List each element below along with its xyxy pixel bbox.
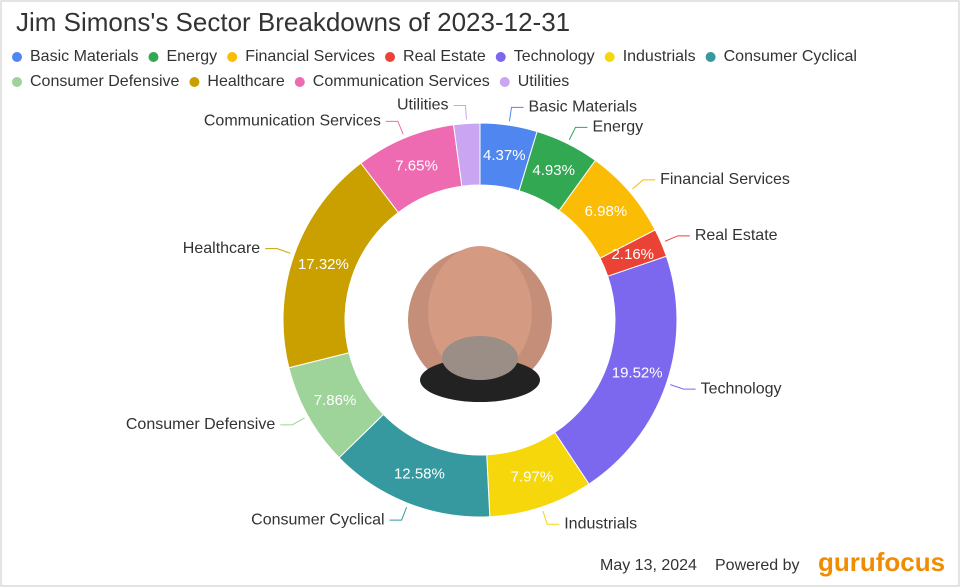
legend-swatch xyxy=(189,77,200,87)
legend-item: Healthcare xyxy=(189,73,285,90)
leader-line xyxy=(508,106,524,122)
legend-label: Utilities xyxy=(518,73,570,90)
legend-label: Consumer Defensive xyxy=(30,73,180,90)
data-label: 2.16% xyxy=(611,246,654,263)
legend-swatch xyxy=(148,52,159,62)
leader-line xyxy=(670,384,696,390)
legend-item: Basic Materials xyxy=(12,48,138,65)
legend-swatch xyxy=(12,77,22,87)
legend-item: Technology xyxy=(495,48,595,65)
legend-item: Real Estate xyxy=(385,48,486,65)
leader-line xyxy=(664,235,690,242)
logo: gurufocus xyxy=(818,547,945,577)
legend-item: Industrials xyxy=(604,48,696,65)
legend-swatch xyxy=(604,52,615,62)
legend-item: Communication Services xyxy=(294,73,490,90)
legend-label: Industrials xyxy=(623,48,696,65)
category-label: Technology xyxy=(701,380,782,397)
legend-item: Utilities xyxy=(499,73,570,90)
category-label: Financial Services xyxy=(660,171,790,188)
leader-line xyxy=(280,417,305,426)
legend-swatch xyxy=(12,52,22,62)
legend-item: Financial Services xyxy=(227,48,375,65)
legend-label: Healthcare xyxy=(207,73,284,90)
legend-swatch xyxy=(499,77,510,87)
leader-line xyxy=(389,506,408,521)
category-label: Consumer Defensive xyxy=(126,416,276,433)
data-label: 7.97% xyxy=(511,469,554,486)
leader-line xyxy=(568,126,588,141)
category-label: Basic Materials xyxy=(529,99,637,116)
category-label: Utilities xyxy=(397,97,449,114)
data-label: 7.86% xyxy=(314,392,357,409)
category-label: Consumer Cyclical xyxy=(251,511,384,528)
data-label: 7.65% xyxy=(395,158,438,175)
footer-date: May 13, 2024 xyxy=(600,557,697,574)
category-label: Real Estate xyxy=(695,227,778,244)
legend-label: Energy xyxy=(166,48,217,65)
legend-item: Energy xyxy=(148,48,217,65)
category-label: Industrials xyxy=(564,515,637,532)
legend-label: Real Estate xyxy=(403,48,486,65)
category-label: Energy xyxy=(592,119,643,136)
legend-label: Communication Services xyxy=(313,73,490,90)
legend-swatch xyxy=(495,52,506,62)
legend-label: Financial Services xyxy=(245,48,375,65)
powered-by: Powered by xyxy=(715,557,800,574)
legend-swatch xyxy=(294,77,305,87)
leader-line xyxy=(632,179,656,190)
data-label: 4.93% xyxy=(532,162,575,179)
category-label: Communication Services xyxy=(204,113,381,130)
legend-label: Basic Materials xyxy=(30,48,138,65)
leader-line xyxy=(385,120,404,135)
data-label: 6.98% xyxy=(585,203,628,220)
slice xyxy=(452,122,481,187)
photo xyxy=(408,246,552,402)
data-label: 17.32% xyxy=(298,256,349,273)
leader-line xyxy=(265,248,291,254)
chart-title: Jim Simons's Sector Breakdowns of 2023-1… xyxy=(16,7,570,37)
legend-swatch xyxy=(385,52,396,62)
legend-item: Consumer Defensive xyxy=(12,73,180,90)
data-label: 19.52% xyxy=(612,364,663,381)
data-label: 4.37% xyxy=(483,147,526,164)
leader-line xyxy=(453,104,467,120)
category-label: Healthcare xyxy=(183,240,260,257)
data-label: 12.58% xyxy=(394,466,445,483)
legend-item: Consumer Cyclical xyxy=(705,48,857,65)
leader-line xyxy=(542,510,560,525)
legend-swatch xyxy=(227,52,238,62)
legend-label: Consumer Cyclical xyxy=(724,48,857,65)
legend-swatch xyxy=(705,52,716,62)
legend-label: Technology xyxy=(514,48,595,65)
